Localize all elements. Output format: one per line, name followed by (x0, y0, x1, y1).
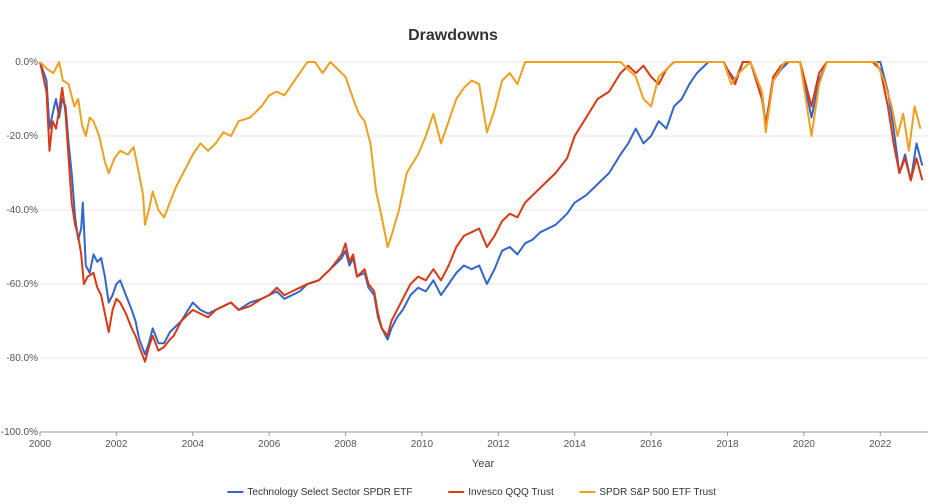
y-tick-labels: 0.0% -20.0% -40.0% -60.0% -80.0% -100.0% (1, 57, 38, 438)
x-tick-label: 2014 (564, 439, 587, 450)
x-axis-title: Year (472, 458, 495, 470)
x-tick-label: 2006 (258, 439, 281, 450)
series-line-2 (39, 61, 924, 363)
legend: Technology Select Sector SPDR ETF Invesco… (227, 487, 716, 498)
x-tick-label: 2002 (105, 439, 128, 450)
x-tick-label: 2022 (869, 439, 892, 450)
legend-label: Technology Select Sector SPDR ETF (247, 487, 412, 498)
series-line-3 (39, 61, 922, 248)
series-layer (39, 61, 924, 363)
y-tick-label: -60.0% (6, 279, 38, 290)
x-tick-labels: 2000 2002 2004 2006 2008 2010 2012 2014 2016 2018… (29, 432, 892, 450)
x-tick-label: 2000 (29, 439, 52, 450)
y-tick-label: -100.0% (1, 427, 38, 438)
y-tick-label: -80.0% (6, 353, 38, 364)
grid-layer (40, 61, 928, 359)
x-tick-label: 2010 (411, 439, 434, 450)
y-tick-label: -20.0% (6, 131, 38, 142)
x-tick-label: 2008 (334, 439, 357, 450)
legend-label: SPDR S&P 500 ETF Trust (599, 487, 716, 498)
x-tick-label: 2016 (640, 439, 663, 450)
legend-label: Invesco QQQ Trust (468, 487, 554, 498)
chart-title: Drawdowns (408, 27, 498, 44)
x-tick-label: 2004 (182, 439, 205, 450)
x-tick-label: 2012 (487, 439, 510, 450)
y-tick-label: -40.0% (6, 205, 38, 216)
x-tick-label: 2018 (716, 439, 739, 450)
series-line-1 (39, 61, 924, 356)
y-tick-label: 0.0% (15, 57, 38, 68)
x-tick-label: 2020 (793, 439, 816, 450)
